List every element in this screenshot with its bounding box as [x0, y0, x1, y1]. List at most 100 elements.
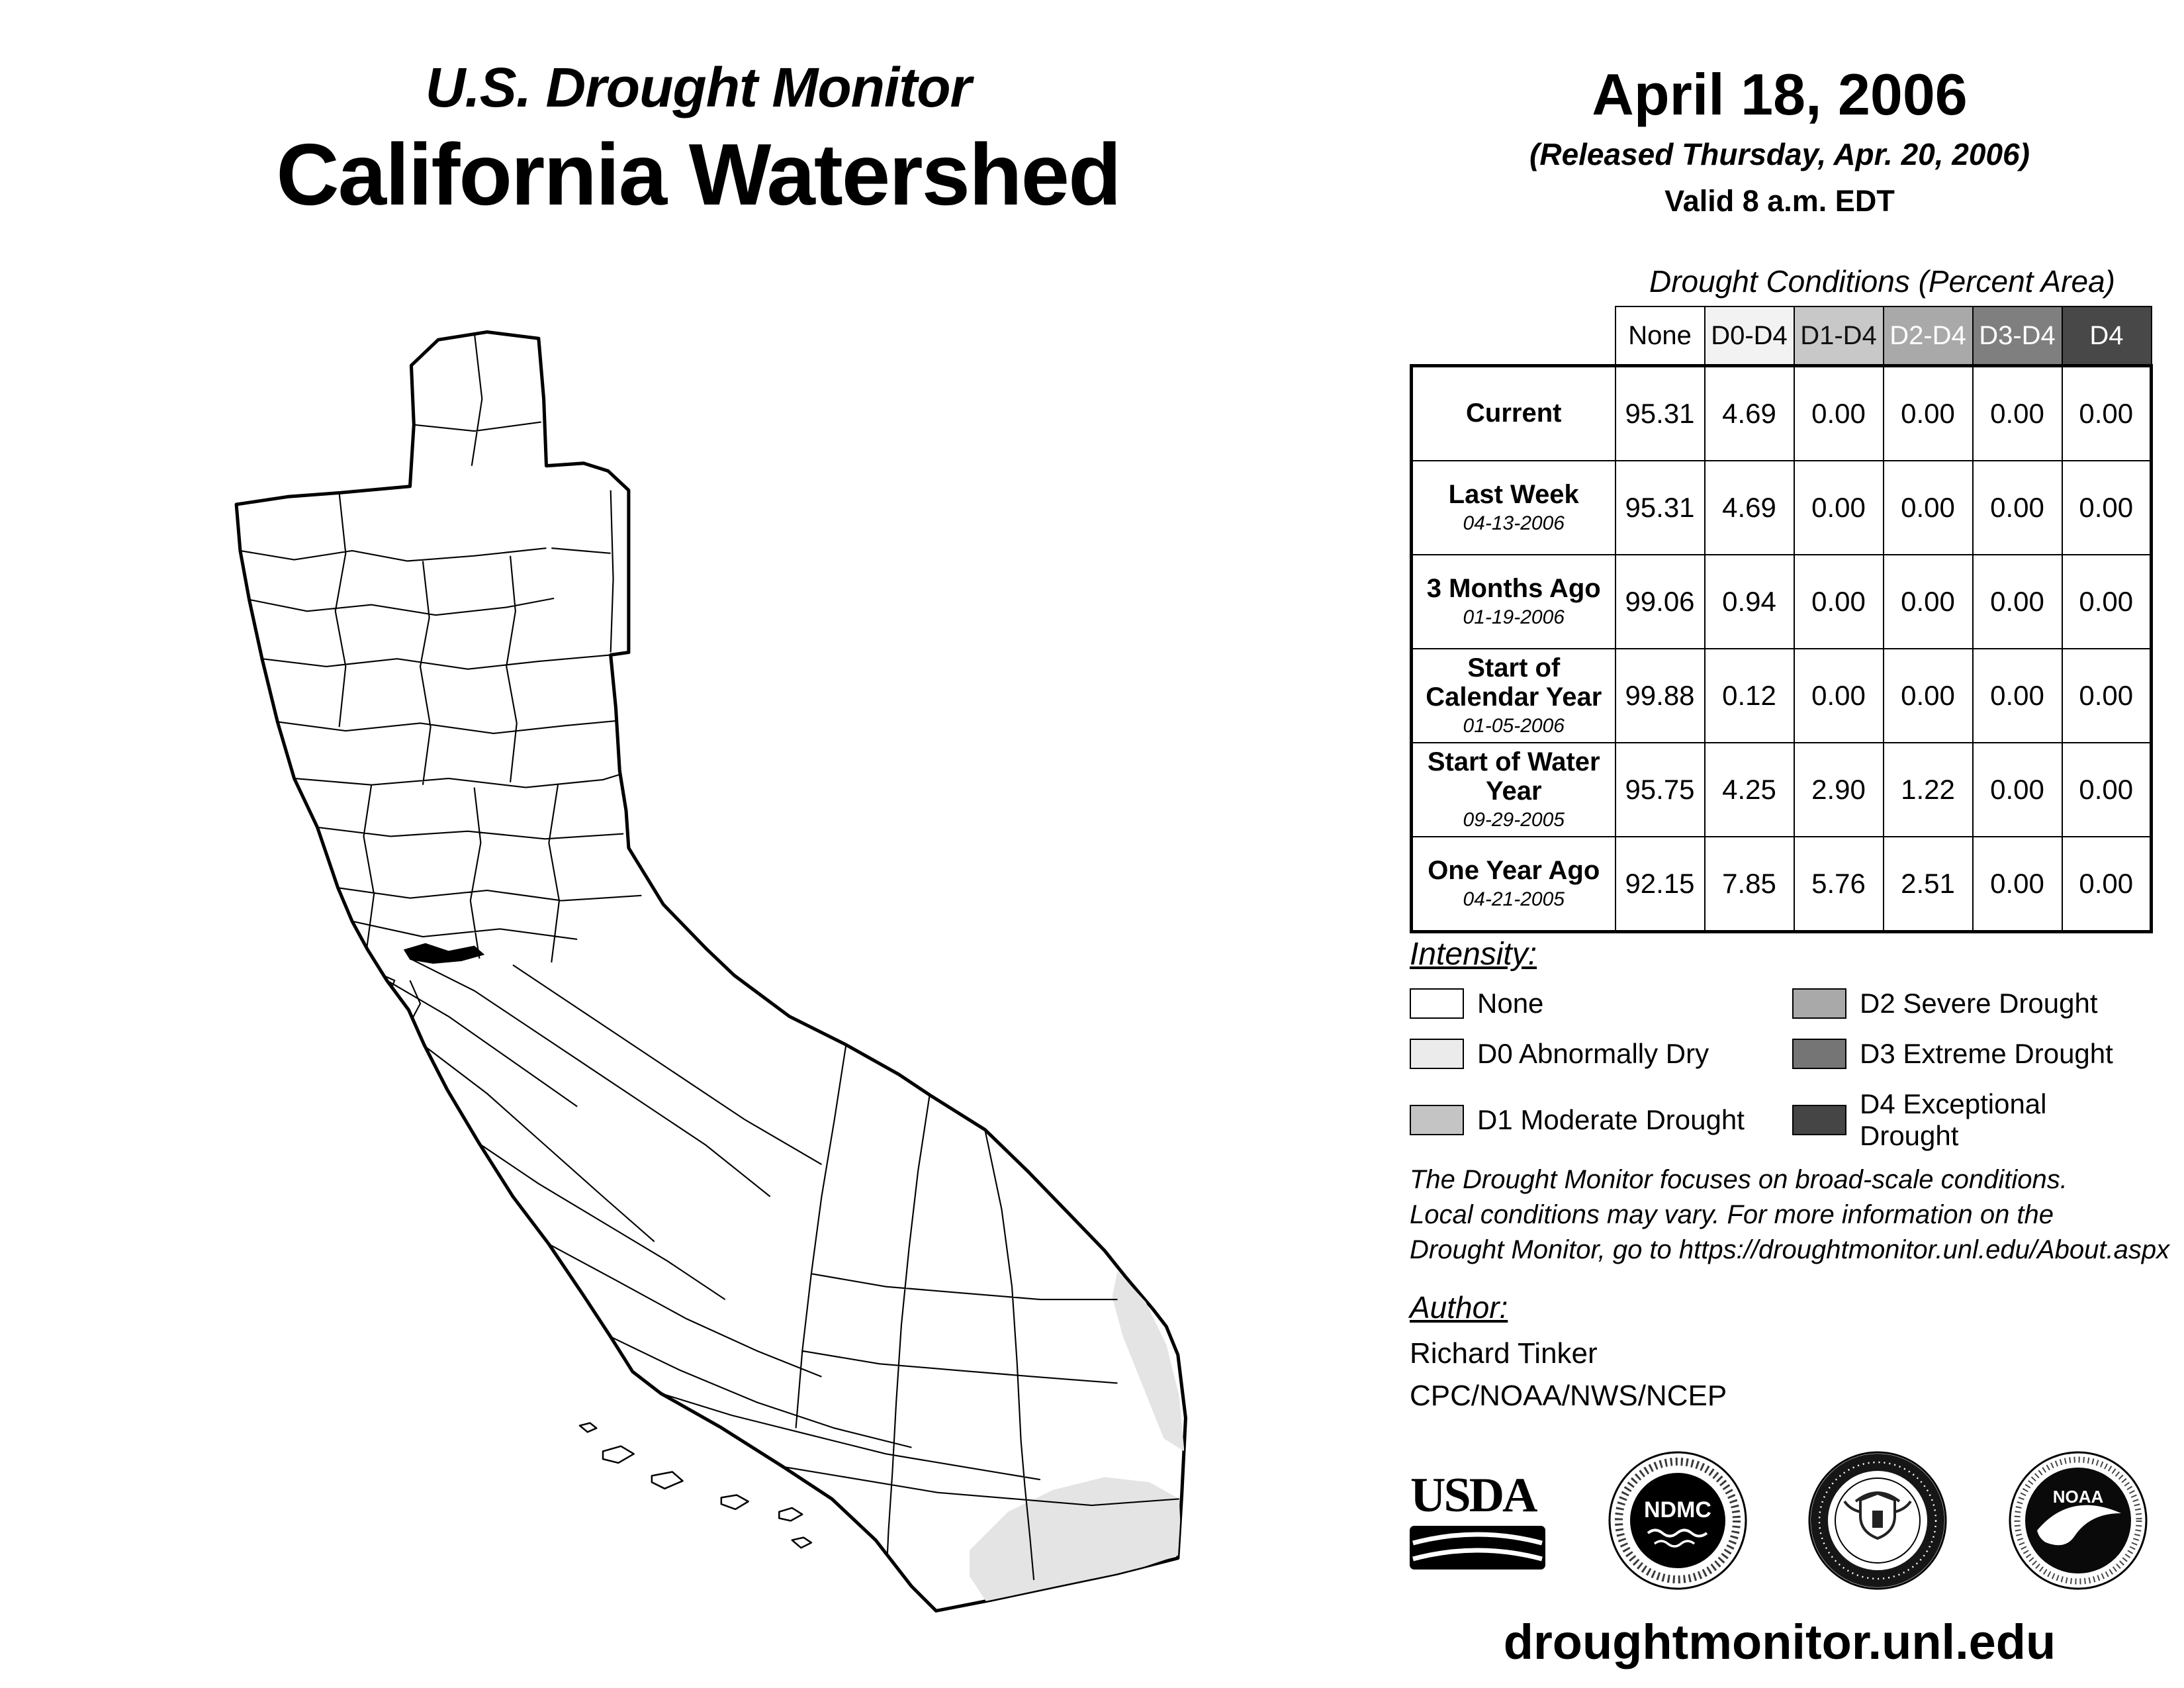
percent-cell: 0.00 [1882, 554, 1974, 649]
percent-cell: 0.00 [2061, 742, 2153, 837]
watershed-outline [234, 330, 1187, 1613]
row-label-cell: Last Week 04-13-2006 [1410, 460, 1616, 555]
percent-cell: 0.00 [1972, 836, 2063, 933]
percent-cell: 0.00 [1972, 554, 2063, 649]
percent-cell: 95.31 [1614, 364, 1706, 461]
report-supertitle: U.S. Drought Monitor [425, 56, 972, 118]
watershed-subdivision-lines [240, 332, 1179, 1587]
legend-swatch-d2 [1792, 988, 1846, 1019]
percent-cell: 1.22 [1882, 742, 1974, 837]
percent-cell: 2.90 [1793, 742, 1884, 837]
percent-cell: 2.51 [1882, 836, 1974, 933]
table-header-row: None D0-D4 D1-D4 D2-D4 D3-D4 D4 [1411, 306, 2152, 367]
row-date: 09-29-2005 [1463, 808, 1565, 831]
percent-cell: 0.00 [1793, 364, 1884, 461]
legend-swatch-none [1410, 988, 1464, 1019]
map-date: April 18, 2006 [1592, 62, 1968, 127]
legend-swatch-d0 [1410, 1039, 1464, 1069]
percent-cell: 0.94 [1704, 554, 1795, 649]
percent-cell: 0.00 [1793, 554, 1884, 649]
legend-label: D4 Exceptional Drought [1860, 1088, 2047, 1151]
percent-cell: 4.25 [1704, 742, 1795, 837]
column-header-d2d4: D2-D4 [1882, 306, 1974, 367]
table-title: Drought Conditions (Percent Area) [1649, 264, 2115, 299]
table-header-spacer [1411, 306, 1615, 366]
disclaimer-line: Drought Monitor, go to https://droughtmo… [1410, 1235, 2170, 1264]
table-row: Last Week 04-13-2006 95.31 4.69 0.00 0.0… [1410, 460, 2153, 555]
row-label-cell: 3 Months Ago 01-19-2006 [1410, 554, 1616, 649]
legend-label: D1 Moderate Drought [1477, 1104, 1745, 1135]
valid-time: Valid 8 a.m. EDT [1664, 184, 1895, 218]
table-row: Start of Water Year 09-29-2005 95.75 4.2… [1410, 742, 2153, 837]
column-header-d0d4: D0-D4 [1704, 306, 1795, 367]
table-row: 3 Months Ago 01-19-2006 99.06 0.94 0.00 … [1410, 554, 2153, 649]
page-title: California Watershed [276, 126, 1121, 223]
percent-cell: 99.88 [1614, 648, 1706, 743]
row-label: Last Week [1448, 479, 1579, 509]
legend-item-d4: D4 Exceptional Drought [1792, 1088, 2150, 1152]
percent-cell: 0.00 [1972, 364, 2063, 461]
percent-cell: 0.00 [2061, 460, 2153, 555]
usda-logo: USDA [1410, 1468, 1545, 1570]
legend-title: Intensity: [1410, 937, 1537, 972]
svg-text:NOAA: NOAA [2053, 1487, 2104, 1507]
svg-text:NDMC: NDMC [1644, 1497, 1711, 1523]
column-header-d4: D4 [2061, 306, 2152, 367]
agency-logos: USDA NDMC NOAA [1410, 1443, 2150, 1599]
release-date: (Released Thursday, Apr. 20, 2006) [1529, 137, 2030, 171]
row-label-cell: One Year Ago 04-21-2005 [1410, 836, 1616, 933]
row-label-cell: Current [1410, 364, 1616, 461]
website-url: droughtmonitor.unl.edu [1503, 1615, 2056, 1669]
column-header-d3d4: D3-D4 [1972, 306, 2063, 367]
disclaimer-line: The Drought Monitor focuses on broad-sca… [1410, 1165, 2068, 1194]
row-label-cell: Start of Calendar Year 01-05-2006 [1410, 648, 1616, 743]
percent-cell: 92.15 [1614, 836, 1706, 933]
legend-item-none: None [1410, 988, 1792, 1019]
percent-cell: 0.00 [1882, 460, 1974, 555]
disclaimer-text: The Drought Monitor focuses on broad-sca… [1410, 1162, 2177, 1267]
row-label: One Year Ago [1428, 855, 1600, 885]
table-row: Current 95.31 4.69 0.00 0.00 0.00 0.00 [1410, 364, 2153, 461]
percent-cell: 0.00 [1793, 648, 1884, 743]
percent-cell: 95.75 [1614, 742, 1706, 837]
disclaimer-line: Local conditions may vary. For more info… [1410, 1199, 2054, 1229]
percent-cell: 7.85 [1704, 836, 1795, 933]
author-organization: CPC/NOAA/NWS/NCEP [1410, 1380, 1727, 1412]
percent-cell: 0.00 [2061, 364, 2153, 461]
percent-cell: 0.00 [1882, 648, 1974, 743]
percent-cell: 0.00 [1972, 648, 2063, 743]
percent-cell: 0.00 [1972, 742, 2063, 837]
bay-delta-detail [403, 943, 485, 964]
percent-cell: 0.00 [2061, 648, 2153, 743]
svg-text:USDA: USDA [1410, 1468, 1537, 1523]
percent-cell: 0.00 [1972, 460, 2063, 555]
percent-cell: 0.00 [2061, 836, 2153, 933]
legend-label: D2 Severe Drought [1860, 988, 2098, 1019]
percent-cell: 0.12 [1704, 648, 1795, 743]
row-label: Start of Calendar Year [1426, 653, 1602, 712]
percent-cell: 0.00 [1882, 364, 1974, 461]
noaa-logo: NOAA [2009, 1451, 2148, 1590]
column-header-none: None [1614, 306, 1706, 367]
percent-cell: 0.00 [1793, 460, 1884, 555]
legend-swatch-d4 [1792, 1105, 1846, 1135]
legend-label: None [1477, 988, 1544, 1019]
legend-item-d0: D0 Abnormally Dry [1410, 1038, 1792, 1070]
intensity-legend: None D2 Severe Drought D0 Abnormally Dry… [1410, 988, 2150, 1152]
row-label: 3 Months Ago [1426, 573, 1601, 603]
ndmc-logo: NDMC [1608, 1451, 1747, 1590]
percent-cell: 4.69 [1704, 364, 1795, 461]
legend-label: D3 Extreme Drought [1860, 1038, 2113, 1069]
drought-conditions-table: None D0-D4 D1-D4 D2-D4 D3-D4 D4 Current … [1410, 306, 2153, 933]
commerce-seal-logo [1808, 1451, 1947, 1590]
row-date: 04-13-2006 [1463, 512, 1565, 535]
percent-cell: 0.00 [2061, 554, 2153, 649]
legend-item-d2: D2 Severe Drought [1792, 988, 2150, 1019]
author-heading: Author: [1410, 1290, 1508, 1325]
row-date: 01-19-2006 [1463, 606, 1565, 629]
legend-item-d3: D3 Extreme Drought [1792, 1038, 2150, 1070]
map-d0-region [1112, 1271, 1185, 1452]
row-date: 04-21-2005 [1463, 888, 1565, 911]
row-label: Start of Water Year [1427, 747, 1600, 806]
